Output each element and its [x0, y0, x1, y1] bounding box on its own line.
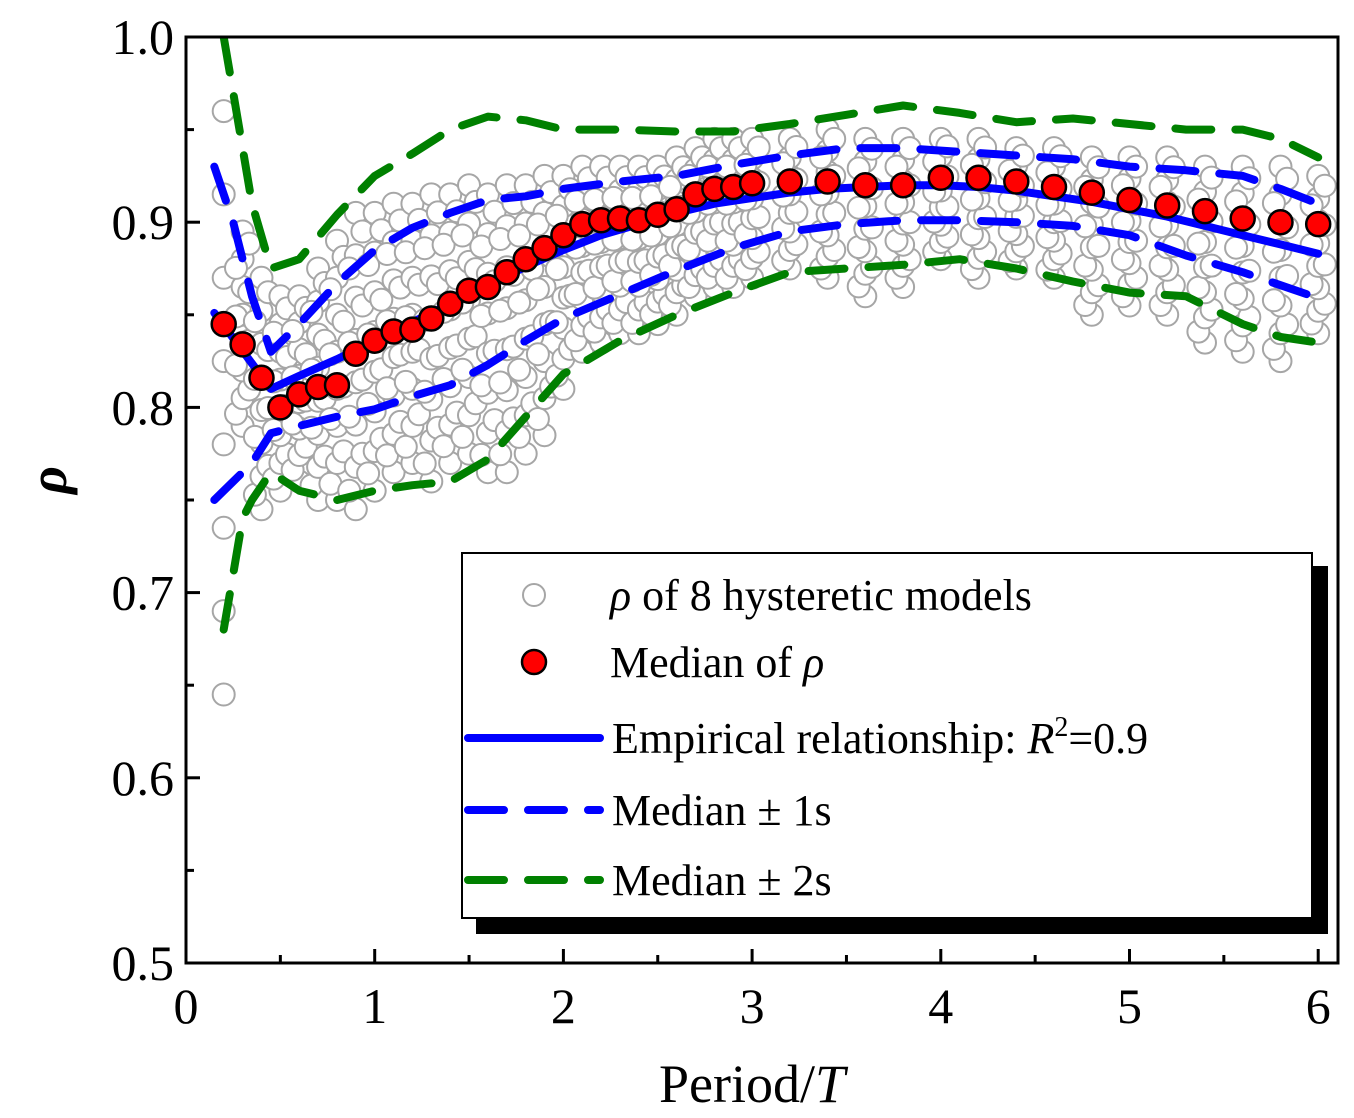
sigma2-lower-line [219, 255, 1323, 634]
median-point [965, 164, 992, 192]
scatter-point [507, 223, 532, 248]
x-tick-label: 5 [1117, 978, 1142, 1034]
scatter-point [211, 432, 236, 457]
x-tick-label: 3 [740, 978, 765, 1034]
scatter-point [1224, 235, 1249, 260]
median-point [1153, 192, 1181, 219]
median-point [1116, 186, 1143, 214]
x-tick-label: 4 [928, 978, 953, 1034]
median-point [342, 340, 370, 367]
median-point [531, 234, 558, 262]
scatter-point [897, 210, 922, 235]
median-point [1229, 205, 1256, 232]
y-tick-label: 0.5 [112, 935, 175, 991]
legend-sigma2-label: Median ± 2s [612, 856, 832, 905]
median-point [323, 371, 351, 399]
scatter-point [746, 135, 771, 160]
median-point [1040, 173, 1068, 201]
scatter-point [1086, 233, 1111, 258]
median-point [738, 170, 766, 197]
median-point [852, 171, 879, 199]
scatter-point [211, 682, 236, 707]
median-point [889, 171, 917, 199]
scatter-point [525, 277, 550, 302]
sigma1-upper-line [210, 144, 1323, 356]
scatter-point [1186, 231, 1211, 256]
scatter-point [211, 515, 236, 540]
scatter-point [431, 232, 456, 257]
median-point [436, 290, 464, 317]
median-point [493, 258, 521, 286]
median-point [418, 305, 445, 332]
x-tick-label: 2 [551, 978, 576, 1034]
scatter-point [525, 407, 550, 431]
x-axis-title: Period/T [659, 1054, 849, 1114]
median-point [814, 168, 841, 195]
legend-median-marker [520, 648, 548, 676]
legend-box [461, 552, 1313, 919]
x-tick-label: 1 [362, 978, 387, 1034]
y-tick-label: 0.7 [112, 565, 175, 621]
y-tick-label: 0.8 [112, 379, 175, 435]
scatter-point [450, 424, 475, 449]
scatter-point [507, 357, 532, 382]
y-axis-title: ρ [18, 466, 78, 496]
scatter-point [507, 290, 532, 315]
median-point [663, 195, 690, 223]
scatter-point [822, 200, 847, 225]
scatter-point [224, 255, 248, 280]
median-point [1304, 210, 1332, 238]
legend-median-label: Median of ρ [610, 638, 824, 687]
y-tick-label: 0.9 [112, 194, 175, 250]
scatter-point [431, 434, 456, 459]
y-tick-label: 1.0 [112, 9, 175, 65]
median-point [210, 310, 237, 338]
scatter-point [412, 451, 437, 476]
scatter-point [393, 434, 418, 459]
median-point [1267, 208, 1294, 236]
scatter-point [1224, 282, 1249, 306]
median-point [776, 168, 804, 195]
scatter-point [1312, 173, 1337, 198]
scatter-point [450, 223, 475, 248]
median-point [1078, 179, 1106, 206]
median-point [927, 164, 955, 192]
x-tick-label: 6 [1306, 978, 1331, 1034]
scatter-point [337, 404, 362, 429]
median-point [248, 364, 275, 392]
scatter-point [488, 370, 513, 395]
legend-scatter-label: ρ of 8 hysteretic models [608, 571, 1032, 620]
median-point [1191, 197, 1219, 225]
scatter-point [393, 369, 418, 394]
scatter-point [846, 195, 871, 220]
sigma2-upper-line [219, 37, 1323, 273]
median-point [267, 394, 294, 421]
scatter-point [1261, 288, 1286, 313]
scatter-point [356, 461, 381, 486]
median-point [229, 331, 256, 358]
y-tick-label: 0.6 [112, 750, 175, 806]
tick-labels: 0 1 2 3 4 5 6 0.5 0.6 0.7 0.8 0.9 1.0 [112, 9, 1331, 1034]
median-point [474, 273, 502, 301]
ticks-layer [184, 35, 1320, 965]
legend: ρ of 8 hysteretic models Median of ρ Emp… [461, 552, 1328, 934]
sigma1-lower-line [210, 216, 1323, 504]
legend-empirical-label: Empirical relationship: R2=0.9 [612, 712, 1148, 763]
legend-scatter-marker [522, 583, 546, 607]
median-layer [210, 164, 1332, 421]
scatter-point [450, 357, 475, 382]
scatter-point [369, 287, 394, 312]
scatter-point [525, 342, 550, 367]
scatter-point [544, 257, 569, 282]
legend-sigma1-label: Median ± 1s [612, 786, 832, 835]
x-tick-label: 0 [174, 978, 199, 1034]
median-point [1003, 168, 1030, 195]
